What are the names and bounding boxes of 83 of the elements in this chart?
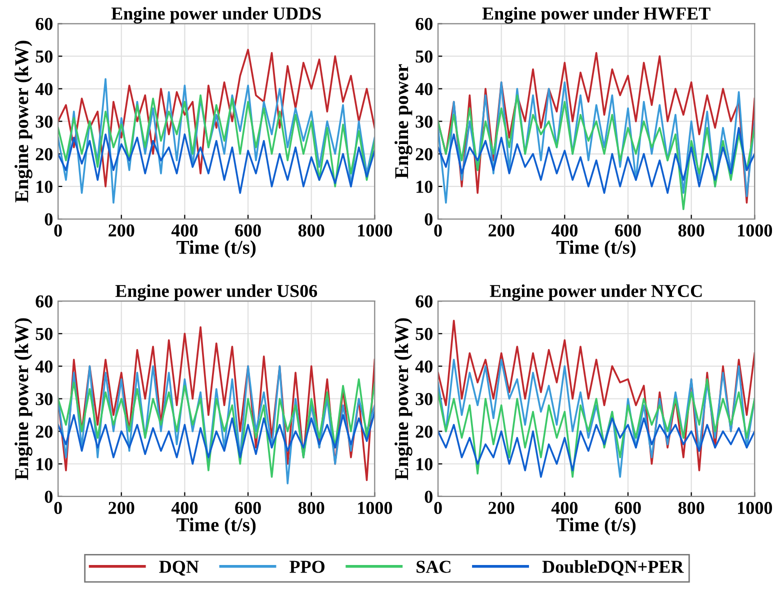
x-tick-label: 600 [235, 502, 261, 514]
x-tick-label: 0 [54, 224, 62, 237]
legend-label: DoubleDQN+PER [542, 560, 684, 576]
chart-title: Engine power under HWFET [482, 6, 710, 24]
line-series [438, 358, 755, 478]
y-axis-title: Engine power (kW) [394, 318, 412, 480]
y-tick-label: 50 [416, 328, 432, 340]
y-tick-label: 40 [415, 360, 432, 373]
legend-label: SAC [416, 560, 450, 573]
x-tick-label: 1000 [358, 502, 392, 514]
y-axis-title: Engine power (kW) [14, 40, 32, 202]
y-tick-label: 30 [36, 116, 52, 128]
line-series [58, 48, 375, 188]
y-tick-label: 50 [36, 328, 52, 340]
x-tick-label: 0 [434, 502, 442, 514]
line-series [58, 326, 375, 482]
x-tick-label: 1000 [738, 502, 772, 514]
line-series [58, 410, 375, 465]
x-tick-label: 600 [235, 224, 261, 237]
legend-label: DQN [159, 560, 199, 576]
line-series [438, 81, 755, 204]
x-tick-label: 200 [108, 502, 134, 514]
y-tick-label: 40 [415, 83, 432, 96]
x-tick-label: 0 [434, 224, 442, 237]
line-series [438, 378, 755, 478]
y-tick-label: 20 [36, 148, 52, 160]
x-tick-label: 200 [108, 224, 134, 237]
y-tick-label: 50 [36, 50, 52, 63]
line-series [438, 94, 755, 210]
line-series [58, 365, 375, 484]
x-tick-label: 400 [171, 502, 198, 514]
y-tick-label: 60 [416, 295, 432, 308]
x-tick-label: 200 [488, 224, 514, 237]
x-tick-label: 1000 [738, 224, 772, 237]
x-tick-label: 0 [54, 502, 62, 514]
y-tick-label: 10 [36, 180, 52, 193]
y-tick-label: 60 [416, 18, 432, 30]
line-series [438, 320, 755, 472]
x-tick-label: 400 [551, 224, 578, 237]
line-series [58, 378, 375, 478]
line-series [58, 78, 375, 204]
y-tick-label: 0 [424, 490, 432, 503]
x-tick-label: 600 [615, 502, 641, 514]
y-tick-label: 20 [416, 426, 432, 438]
line-series [58, 133, 375, 194]
line-series [58, 94, 375, 188]
x-axis-title: Time (t/s) [176, 518, 256, 536]
y-tick-label: 10 [416, 458, 432, 470]
x-axis-title: Time (t/s) [556, 240, 636, 258]
y-tick-label: 20 [36, 426, 52, 438]
x-axis-title: Time (t/s) [556, 518, 636, 536]
y-tick-label: 0 [44, 213, 52, 226]
y-tick-label: 50 [416, 50, 432, 63]
chart-title: Engine power under UDDS [111, 6, 321, 24]
y-axis-title: Engine power [394, 64, 412, 179]
chart-title: Engine power under US06 [115, 284, 318, 301]
x-tick-label: 800 [298, 224, 324, 237]
y-tick-label: 10 [36, 458, 52, 470]
y-tick-label: 30 [416, 393, 432, 406]
x-tick-label: 1000 [358, 224, 392, 237]
x-tick-label: 600 [615, 224, 641, 237]
y-tick-label: 60 [36, 295, 52, 308]
line-series [438, 417, 755, 478]
x-tick-label: 800 [678, 224, 704, 237]
x-tick-label: 200 [488, 502, 514, 514]
y-tick-label: 0 [44, 490, 52, 503]
y-tick-label: 20 [416, 148, 432, 160]
x-tick-label: 800 [298, 502, 324, 514]
y-tick-label: 0 [424, 213, 432, 226]
y-tick-label: 60 [36, 18, 52, 30]
x-tick-label: 400 [551, 502, 578, 514]
line-series [438, 126, 755, 194]
x-tick-label: 400 [171, 224, 198, 237]
legend-label: PPO [290, 560, 324, 573]
y-tick-label: 40 [35, 83, 52, 96]
y-axis-title: Engine power (kW) [14, 318, 32, 480]
y-tick-label: 10 [416, 180, 432, 193]
chart-title: Engine power under NYCC [490, 284, 702, 301]
y-tick-label: 30 [416, 116, 432, 128]
x-tick-label: 800 [678, 502, 704, 514]
y-tick-label: 40 [35, 360, 52, 373]
x-axis-title: Time (t/s) [176, 240, 256, 258]
y-tick-label: 30 [36, 393, 52, 406]
